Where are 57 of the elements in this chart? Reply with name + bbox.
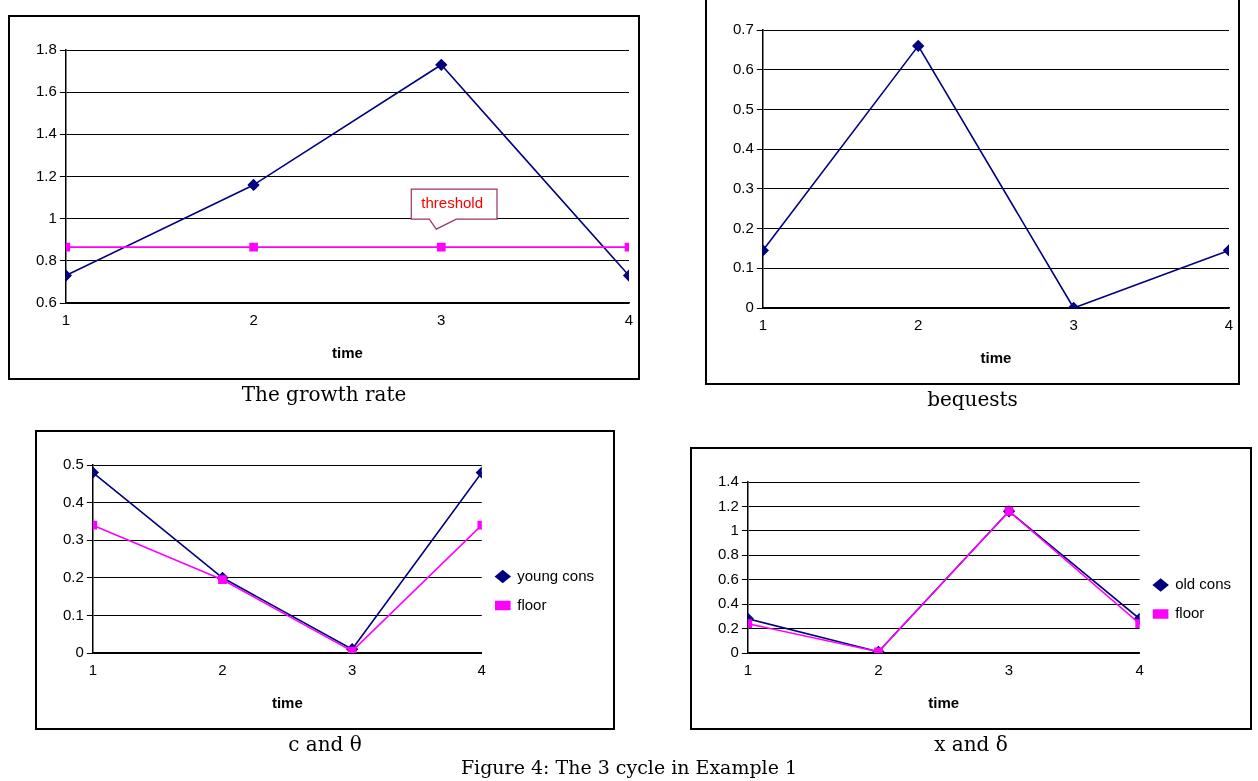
y-tick-label: 0.7 [732,20,754,38]
y-tick-label: 1.8 [35,40,57,58]
y-tick-label: 1.2 [35,166,57,184]
y-tick-label: 0.3 [62,530,84,548]
x-axis-title: time [928,694,960,712]
y-tick-label: 1.4 [35,124,57,142]
y-tick-label: 0 [75,643,84,661]
x-tick-label: 2 [914,316,923,334]
y-tick-label: 0.6 [717,569,739,587]
y-tick-label: 0.6 [732,59,754,77]
legend-label: floor [1175,604,1205,622]
y-tick-label: 0.8 [35,250,57,268]
x-tick-label: 4 [1135,661,1144,679]
x-tick-label: 3 [437,311,446,329]
x-tick-label: 4 [624,311,634,329]
y-tick-label: 0.1 [732,258,754,276]
y-tick-label: 0.2 [732,218,754,236]
x-axis-title: time [332,344,363,362]
y-tick-label: 0.8 [717,545,739,563]
legend-label: young cons [517,566,595,584]
y-tick-label: 0.3 [732,179,754,196]
legend-label: floor [517,595,547,613]
y-tick-label: 1.4 [717,472,739,490]
y-tick-label: 0 [745,298,754,316]
caption: Figure 4: The 3 cycle in Example 1 [459,756,799,778]
y-tick-label: 1 [48,208,57,226]
y-tick-label: 0.5 [62,455,84,473]
x-axis-title: time [980,349,1012,367]
y-tick-label: 1.2 [717,496,739,514]
y-tick-label: 0.4 [717,594,739,612]
y-tick-label: 0.5 [732,99,754,117]
x-tick-label: 3 [347,661,357,679]
y-tick-label: 0.2 [62,567,84,585]
x-tick-label: 2 [249,311,258,329]
y-tick-label: 1 [730,521,739,538]
y-tick-label: 0.1 [62,605,84,623]
x-tick-label: 4 [477,661,486,679]
text: bequests [926,387,1019,411]
x-tick-label: 4 [1224,316,1234,334]
text: The growth rate [240,382,408,406]
annotation: threshold [421,194,483,212]
text: c and θ [287,732,363,756]
y-tick-label: 1.6 [35,82,57,100]
x-tick-label: 1 [88,661,98,679]
y-tick-label: 0 [730,643,739,661]
x-tick-label: 3 [1004,661,1014,679]
x-tick-label: 1 [758,316,768,334]
text: x and δ [933,732,1009,756]
y-tick-label: 0.6 [35,293,57,311]
y-tick-label: 0.4 [732,139,754,157]
y-tick-label: 0.4 [62,492,84,510]
x-tick-label: 2 [218,661,227,679]
x-tick-label: 3 [1069,316,1078,334]
x-tick-label: 2 [874,661,883,679]
legend-label: old cons [1175,575,1232,593]
y-tick-label: 0.2 [717,618,739,636]
x-axis-title: time [271,694,303,712]
